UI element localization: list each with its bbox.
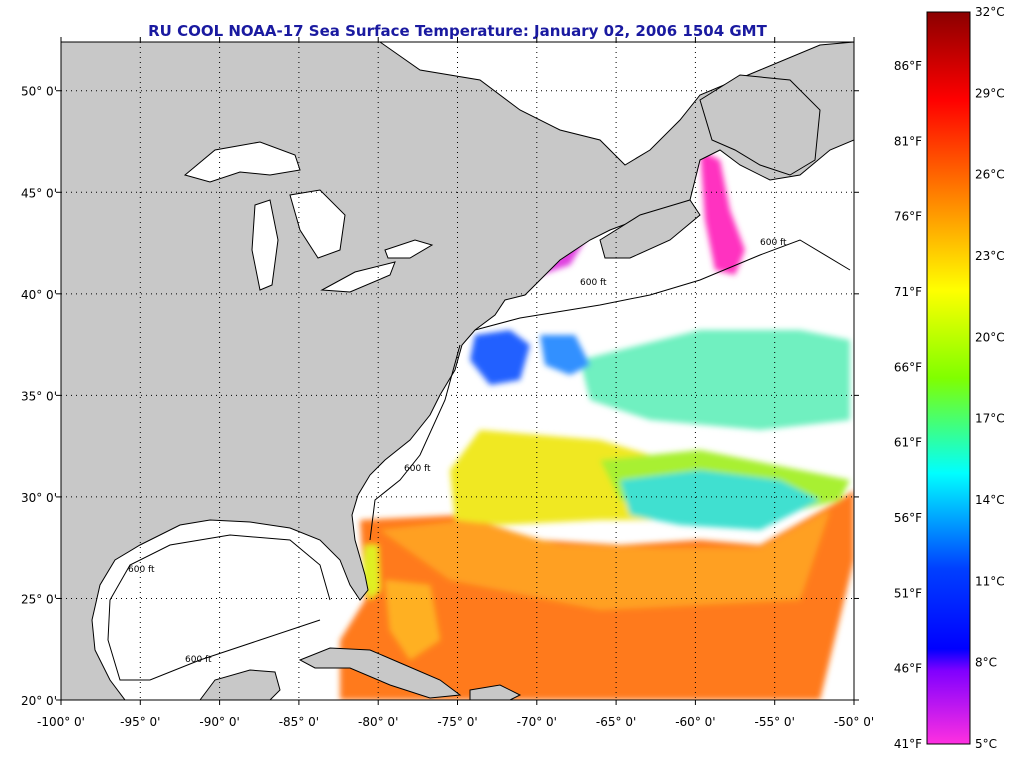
celsius-label: 26°C bbox=[975, 168, 1005, 182]
lon-tick-label: -80° 0' bbox=[358, 715, 398, 729]
celsius-label: 14°C bbox=[975, 493, 1005, 507]
celsius-labels: 32°C 29°C 26°C 23°C 20°C 17°C 14°C 11°C 8°C 5°C bbox=[975, 5, 1005, 751]
celsius-label: 5°C bbox=[975, 737, 997, 751]
isobath-label-scotian: 600 ft bbox=[580, 278, 607, 288]
sst-orange-mid bbox=[380, 510, 830, 610]
celsius-label: 20°C bbox=[975, 330, 1005, 344]
lon-tick-label: -75° 0' bbox=[437, 715, 477, 729]
lon-tick-label: -90° 0' bbox=[199, 715, 239, 729]
celsius-label: 29°C bbox=[975, 86, 1005, 100]
lake-huron bbox=[289, 189, 346, 259]
fahrenheit-labels: 86°F 81°F 76°F 71°F 66°F 61°F 56°F 51°F 46°F 41°F bbox=[894, 59, 922, 751]
lat-tick-label: 40° 0' bbox=[21, 288, 57, 302]
lat-tick-label: 35° 0' bbox=[21, 389, 57, 403]
lon-tick-label: -65° 0' bbox=[596, 715, 636, 729]
fahrenheit-label: 46°F bbox=[894, 662, 922, 676]
lon-tick-label: -55° 0' bbox=[755, 715, 795, 729]
isobath-lines bbox=[107, 239, 851, 681]
isobath-label-gulf: 600 ft bbox=[128, 565, 155, 575]
fahrenheit-label: 51°F bbox=[894, 586, 922, 600]
lon-tick-label: -95° 0' bbox=[120, 715, 160, 729]
lon-tick-label: -60° 0' bbox=[675, 715, 715, 729]
fahrenheit-label: 61°F bbox=[894, 436, 922, 450]
cuba-land bbox=[298, 647, 462, 699]
lat-tick-label: 30° 0' bbox=[21, 491, 57, 505]
sst-cyan-band bbox=[620, 470, 820, 530]
colorbar-gradient bbox=[926, 11, 971, 745]
lat-tick-label: 20° 0' bbox=[21, 694, 57, 708]
celsius-label: 17°C bbox=[975, 412, 1005, 426]
lake-ontario bbox=[384, 239, 434, 259]
fahrenheit-label: 41°F bbox=[894, 737, 922, 751]
map-title: RU COOL NOAA-17 Sea Surface Temperature:… bbox=[148, 22, 767, 40]
lon-tick-label: -50° 0' bbox=[834, 715, 874, 729]
longitude-labels: -100° 0' -95° 0' -90° 0' -85° 0' -80° 0' -75°… bbox=[37, 715, 874, 729]
lon-tick-label: -70° 0' bbox=[517, 715, 557, 729]
axis-ticks bbox=[56, 37, 859, 705]
isobath-gulf bbox=[107, 534, 331, 681]
fahrenheit-label: 66°F bbox=[894, 360, 922, 374]
lake-superior bbox=[183, 141, 301, 183]
sst-blue-shelf bbox=[470, 330, 530, 385]
isobath-label-atlantic: 600 ft bbox=[404, 464, 431, 474]
lat-tick-label: 45° 0' bbox=[21, 186, 57, 200]
sst-data-layer bbox=[340, 150, 854, 700]
lake-michigan bbox=[251, 199, 279, 291]
lake-erie bbox=[320, 261, 396, 293]
sst-bahamas-orange bbox=[385, 580, 440, 660]
isobath-label-south: 600 ft bbox=[185, 655, 212, 665]
great-lakes bbox=[183, 141, 434, 293]
fahrenheit-label: 71°F bbox=[894, 285, 922, 299]
lon-tick-label: -100° 0' bbox=[37, 715, 85, 729]
graticule bbox=[61, 42, 854, 700]
lat-tick-label: 25° 0' bbox=[21, 592, 57, 606]
sst-map: 600 ft 600 ft 600 ft 600 ft 600 ft -100°… bbox=[21, 37, 874, 729]
sst-magenta-scotian bbox=[700, 150, 745, 275]
isobath-southeast bbox=[369, 344, 461, 541]
sst-cyan-north bbox=[580, 330, 850, 430]
fahrenheit-label: 76°F bbox=[894, 210, 922, 224]
hispaniola-land bbox=[469, 684, 522, 700]
lon-tick-label: -85° 0' bbox=[279, 715, 319, 729]
lat-tick-label: 50° 0' bbox=[21, 85, 57, 99]
isobath-atlantic bbox=[474, 239, 851, 331]
isobath-label-ne: 600 ft bbox=[760, 238, 787, 248]
celsius-label: 32°C bbox=[975, 5, 1005, 19]
fahrenheit-label: 86°F bbox=[894, 59, 922, 73]
nova-scotia-land bbox=[599, 199, 701, 259]
celsius-label: 23°C bbox=[975, 249, 1005, 263]
celsius-label: 8°C bbox=[975, 656, 997, 670]
latitude-labels: 50° 0' 45° 0' 40° 0' 35° 0' 30° 0' 25° 0' 20° … bbox=[21, 85, 57, 708]
fahrenheit-label: 81°F bbox=[894, 134, 922, 148]
celsius-label: 11°C bbox=[975, 574, 1005, 588]
sst-blue-shelf-2 bbox=[540, 335, 590, 375]
newfoundland-land bbox=[699, 74, 821, 176]
fahrenheit-label: 56°F bbox=[894, 511, 922, 525]
